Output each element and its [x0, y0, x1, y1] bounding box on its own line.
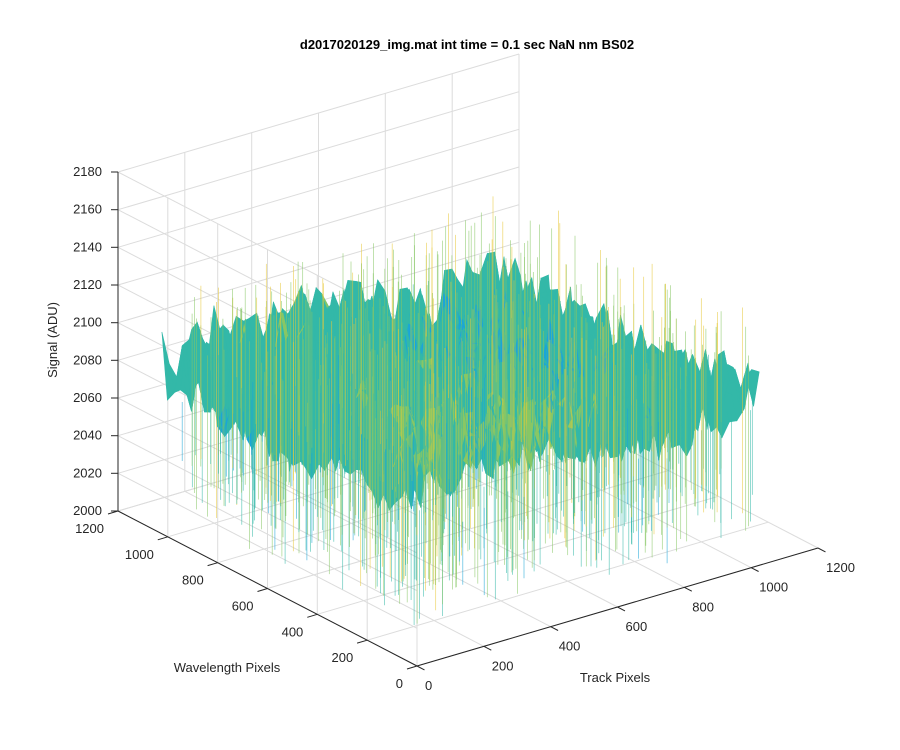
z-tick-label: 2180: [73, 164, 102, 179]
grid-line: [217, 444, 619, 564]
y-tick-label: 1200: [75, 521, 104, 536]
z-tick-label: 2060: [73, 390, 102, 405]
x-tick-label: 1200: [826, 560, 855, 575]
x-tick-label: 600: [626, 619, 648, 634]
y-tick: [207, 562, 218, 567]
x-tick-label: 400: [559, 639, 581, 654]
x-tick: [416, 665, 425, 671]
chart-title: d2017020129_img.mat int time = 0.1 sec N…: [300, 37, 634, 52]
x-axis-label: Track Pixels: [580, 670, 651, 685]
y-tick: [406, 665, 418, 670]
x-tick-label: 200: [492, 658, 514, 673]
y-axis-label: Wavelength Pixels: [174, 660, 281, 675]
y-tick-label: 800: [182, 573, 204, 588]
x-tick: [483, 645, 492, 651]
z-tick-label: 2120: [73, 277, 102, 292]
y-tick: [157, 536, 168, 541]
y-tick: [257, 588, 268, 592]
y-tick: [356, 639, 368, 644]
y-tick-label: 400: [282, 624, 304, 639]
x-tick-label: 0: [425, 678, 432, 693]
surface-plot: [161, 196, 760, 625]
z-tick-label: 2080: [73, 352, 102, 367]
surface-patch: [745, 369, 760, 407]
x-tick: [684, 586, 693, 592]
x-tick: [550, 626, 559, 631]
z-tick-label: 2160: [73, 202, 102, 217]
x-tick: [817, 547, 826, 553]
axes: [107, 171, 826, 671]
y-tick-label: 1000: [125, 547, 154, 562]
z-tick-label: 2140: [73, 239, 102, 254]
x-tick: [750, 567, 759, 572]
z-tick-label: 2020: [73, 465, 102, 480]
y-tick-label: 0: [396, 676, 403, 691]
z-tick-label: 2100: [73, 315, 102, 330]
z-tick-label: 2040: [73, 428, 102, 443]
x-tick: [617, 606, 626, 612]
x-tick-label: 800: [692, 599, 714, 614]
tick-labels: 0 200 400 600 800 1000 1200 0 200 400 600 800 1000 12…: [73, 164, 855, 693]
y-tick-label: 200: [331, 650, 353, 665]
grid-line: [367, 521, 769, 641]
z-tick-label: 2000: [73, 503, 102, 518]
y-tick: [307, 613, 318, 618]
x-tick-label: 1000: [759, 580, 788, 595]
y-tick-label: 600: [232, 599, 254, 614]
z-axis-label: Signal (ADU): [45, 302, 60, 378]
